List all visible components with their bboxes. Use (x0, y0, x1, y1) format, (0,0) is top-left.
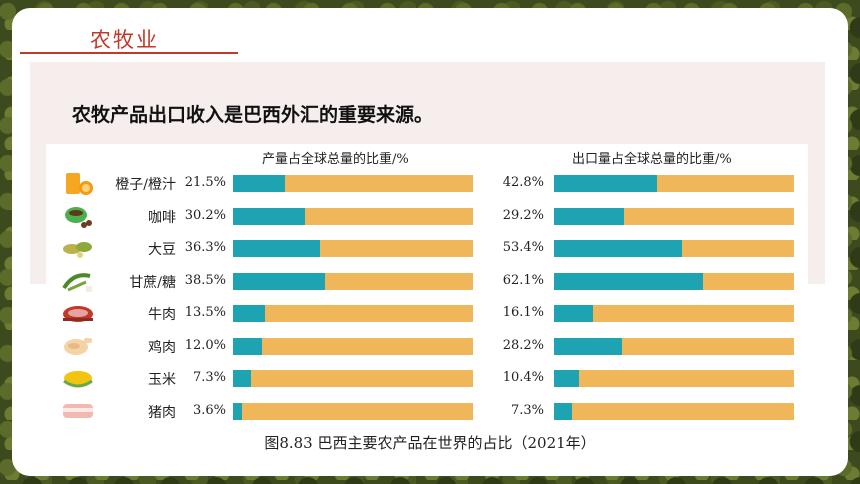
export-value-label: 29.2% (502, 207, 544, 223)
sugarcane-icon (60, 268, 96, 294)
export-value-label: 10.4% (502, 370, 544, 385)
export-bar-track (554, 402, 794, 420)
export-bar (554, 337, 622, 355)
production-value-label: 36.3% (184, 240, 226, 255)
production-bar (233, 272, 326, 290)
export-bar-track (554, 207, 794, 225)
export-bar-track (554, 272, 794, 290)
production-bar-track (233, 175, 473, 192)
production-bar-track (233, 272, 473, 290)
production-bar-track (233, 240, 473, 257)
production-value-label: 38.5% (184, 272, 226, 288)
export-value-label: 7.3% (510, 402, 544, 418)
chart-row: 咖啡 30.2% 29.2% (0, 205, 860, 233)
chart-row: 大豆 36.3% 53.4% (0, 237, 860, 265)
production-bar-track (233, 370, 473, 387)
export-series-header: 出口量占全球总量的比重/% (572, 152, 732, 167)
export-bar (554, 175, 657, 192)
production-series-header: 产量占全球总量的比重/% (262, 152, 409, 167)
export-bar-track (554, 175, 794, 192)
production-value-label: 30.2% (184, 207, 226, 223)
production-value-label: 12.0% (184, 337, 226, 353)
export-value-label: 53.4% (502, 240, 544, 255)
chart-row: 猪肉 3.6% 7.3% (0, 400, 860, 428)
production-value-label: 21.5% (184, 175, 226, 190)
production-value-label: 13.5% (184, 305, 226, 320)
export-value-label: 16.1% (502, 305, 544, 320)
section-title: 农牧业 (90, 28, 159, 52)
production-bar-track (233, 207, 473, 225)
production-value-label: 7.3% (192, 370, 226, 385)
coffee-cup-icon (60, 203, 96, 229)
category-label: 咖啡 (148, 209, 176, 226)
export-bar-track (554, 240, 794, 257)
beef-icon (60, 300, 96, 326)
orange-juice-icon (60, 170, 96, 196)
export-bar (554, 240, 683, 257)
export-bar-track (554, 305, 794, 322)
category-label: 玉米 (148, 372, 176, 388)
export-value-label: 28.2% (502, 337, 544, 353)
production-bar (233, 207, 306, 225)
chart-row: 玉米 7.3% 10.4% (0, 367, 860, 395)
production-value-label: 3.6% (192, 402, 226, 418)
chart-row: 鸡肉 12.0% 28.2% (0, 335, 860, 363)
production-bar-track (233, 305, 473, 322)
figure-caption: 图8.83 巴西主要农产品在世界的占比（2021年） (264, 434, 596, 452)
export-bar (554, 370, 579, 387)
chicken-icon (60, 333, 96, 359)
export-bar (554, 207, 625, 225)
title-underline (20, 52, 238, 54)
production-bar-track (233, 402, 473, 420)
category-label: 鸡肉 (148, 339, 176, 356)
production-bar (233, 402, 242, 420)
category-label: 大豆 (148, 242, 176, 258)
production-bar (233, 240, 321, 257)
export-bar-track (554, 370, 794, 387)
export-bar (554, 272, 704, 290)
category-label: 猪肉 (148, 404, 176, 421)
category-label: 甘蔗/糖 (129, 274, 176, 291)
production-bar (233, 305, 266, 322)
chart-row: 甘蔗/糖 38.5% 62.1% (0, 270, 860, 298)
export-value-label: 62.1% (502, 272, 544, 288)
export-bar (554, 402, 572, 420)
soybean-icon (60, 235, 96, 261)
production-bar (233, 175, 285, 192)
export-value-label: 42.8% (502, 175, 544, 190)
category-label: 牛肉 (148, 307, 176, 323)
pork-icon (60, 398, 96, 424)
production-bar (233, 370, 251, 387)
production-bar-track (233, 337, 473, 355)
corn-icon (60, 365, 96, 391)
headline-text: 农牧产品出口收入是巴西外汇的重要来源。 (72, 104, 434, 126)
category-label: 橙子/橙汁 (115, 177, 176, 193)
chart-row: 牛肉 13.5% 16.1% (0, 302, 860, 330)
export-bar (554, 305, 593, 322)
chart-row: 橙子/橙汁 21.5% 42.8% (0, 172, 860, 200)
production-bar (233, 337, 262, 355)
export-bar-track (554, 337, 794, 355)
